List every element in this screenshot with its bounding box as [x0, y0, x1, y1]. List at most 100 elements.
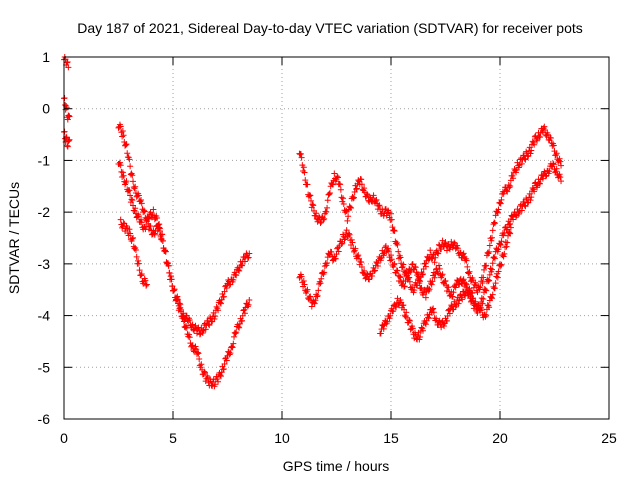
data-point	[374, 260, 381, 267]
data-point	[529, 138, 536, 145]
data-point	[215, 307, 222, 314]
data-point	[165, 262, 172, 269]
data-point	[528, 194, 535, 201]
data-point	[391, 227, 398, 234]
data-point	[361, 185, 368, 192]
data-point	[221, 288, 228, 295]
data-point	[481, 266, 488, 273]
data-point	[431, 274, 438, 281]
series-track-g	[296, 123, 565, 296]
data-point	[372, 267, 379, 274]
data-point	[138, 216, 145, 223]
data-point	[304, 286, 311, 293]
data-point	[162, 247, 169, 254]
data-point	[316, 278, 323, 285]
data-point	[388, 256, 395, 263]
data-point	[221, 361, 228, 368]
data-point	[351, 189, 358, 196]
data-point	[494, 274, 501, 281]
data-point	[425, 315, 432, 322]
data-point	[497, 242, 504, 249]
data-point	[486, 277, 493, 284]
data-point	[338, 194, 345, 201]
data-point	[402, 278, 409, 285]
data-point	[479, 279, 486, 286]
data-point	[470, 295, 477, 302]
data-point	[324, 197, 331, 204]
data-point	[489, 260, 496, 267]
data-point	[227, 350, 234, 357]
data-point	[396, 273, 403, 280]
data-point	[486, 304, 493, 311]
data-point	[497, 200, 504, 207]
data-point	[117, 216, 124, 223]
data-point	[313, 293, 320, 300]
data-point	[185, 331, 192, 338]
data-point	[428, 255, 435, 262]
data-point	[119, 128, 126, 135]
data-point	[493, 273, 500, 280]
data-point	[419, 271, 426, 278]
data-point	[391, 260, 398, 267]
data-point	[202, 326, 209, 333]
data-point	[126, 187, 133, 194]
data-point	[450, 289, 457, 296]
data-point	[385, 248, 392, 255]
data-point	[500, 253, 507, 260]
data-point	[376, 202, 383, 209]
data-point	[394, 241, 401, 248]
data-point	[128, 196, 135, 203]
data-point	[186, 316, 193, 323]
data-point	[472, 298, 479, 305]
data-point	[380, 325, 387, 332]
data-point	[506, 184, 513, 191]
data-point	[441, 323, 448, 330]
data-point	[443, 247, 450, 254]
data-point	[66, 113, 73, 120]
data-point	[321, 269, 328, 276]
data-point	[313, 210, 320, 217]
data-point	[66, 136, 73, 143]
data-point	[541, 123, 548, 130]
data-point	[63, 104, 70, 111]
data-point	[463, 284, 470, 291]
data-point	[499, 252, 506, 259]
data-point	[337, 181, 344, 188]
data-point	[401, 283, 408, 290]
data-point	[199, 329, 206, 336]
data-point	[127, 192, 134, 199]
x-tick-label: 25	[601, 430, 617, 446]
data-point	[418, 324, 425, 331]
data-point	[217, 300, 224, 307]
data-point	[451, 239, 458, 246]
data-point	[550, 161, 557, 168]
data-point	[217, 373, 224, 380]
data-point	[489, 266, 496, 273]
data-point	[64, 142, 71, 149]
data-point	[387, 312, 394, 319]
data-point	[462, 280, 469, 287]
data-point	[448, 238, 455, 245]
data-point	[236, 267, 243, 274]
data-point	[472, 279, 479, 286]
data-point	[345, 230, 352, 237]
data-point	[506, 221, 513, 228]
data-point	[534, 137, 541, 144]
data-point	[215, 378, 222, 385]
data-point	[547, 134, 554, 141]
data-point	[422, 260, 429, 267]
data-point	[465, 269, 472, 276]
data-point	[395, 255, 402, 262]
data-point	[455, 300, 462, 307]
data-point	[232, 271, 239, 278]
data-point	[339, 240, 346, 247]
data-point	[454, 242, 461, 249]
data-point	[198, 361, 205, 368]
data-point	[489, 295, 496, 302]
data-point	[397, 254, 404, 261]
data-point	[400, 261, 407, 268]
data-point	[122, 141, 129, 148]
x-axis-tick-labels: 0 5 10 15 20 25	[60, 430, 617, 446]
data-point	[485, 278, 492, 285]
data-point	[201, 369, 208, 376]
